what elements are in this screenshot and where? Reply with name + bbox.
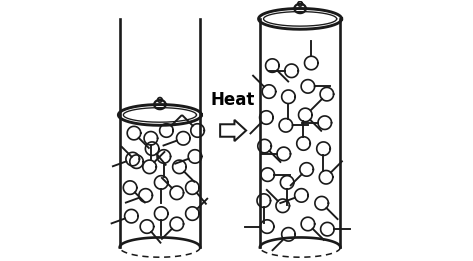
Text: Heat: Heat	[211, 91, 255, 109]
FancyArrow shape	[220, 120, 246, 141]
